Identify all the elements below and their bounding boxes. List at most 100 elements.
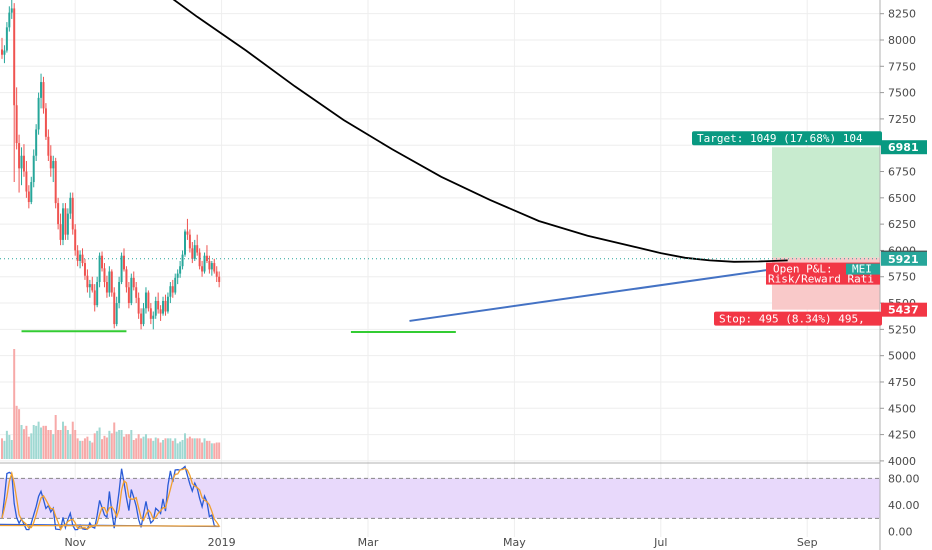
candle-body[interactable] (47, 136, 50, 156)
candle-body[interactable] (10, 8, 13, 13)
candle-body[interactable] (181, 254, 184, 267)
candle-body[interactable] (25, 171, 28, 192)
candle-body[interactable] (98, 255, 101, 283)
candle-body[interactable] (91, 284, 94, 291)
candle-body[interactable] (179, 266, 182, 274)
candle-body[interactable] (42, 82, 45, 109)
candle-body[interactable] (174, 277, 177, 293)
oscillator-d-line[interactable] (0, 467, 221, 531)
candle-body[interactable] (44, 108, 47, 137)
candle-body[interactable] (142, 308, 145, 325)
candle-body[interactable] (203, 255, 206, 272)
candle-body[interactable] (40, 82, 43, 98)
candle-body[interactable] (218, 276, 221, 283)
candle-body[interactable] (149, 308, 152, 319)
candle-body[interactable] (71, 197, 74, 230)
candle-body[interactable] (32, 155, 35, 183)
candles[interactable] (0, 0, 221, 330)
candle-body[interactable] (176, 273, 179, 278)
candle-body[interactable] (18, 143, 21, 169)
candle-body[interactable] (35, 129, 38, 156)
candle-body[interactable] (127, 287, 130, 304)
trend-line[interactable] (409, 266, 788, 322)
candle-body[interactable] (215, 271, 218, 277)
candle-body[interactable] (22, 155, 25, 172)
stop-label[interactable]: Stop: 495 (8.34%) 495, (714, 311, 882, 326)
candle-body[interactable] (66, 213, 69, 235)
candle-body[interactable] (74, 229, 77, 251)
candle-body[interactable] (208, 260, 211, 270)
candle-body[interactable] (154, 300, 157, 316)
candle-body[interactable] (105, 282, 108, 293)
candle-body[interactable] (20, 155, 23, 169)
candle-body[interactable] (123, 255, 125, 270)
candle-body[interactable] (103, 268, 106, 283)
candle-body[interactable] (37, 97, 40, 130)
candle-body[interactable] (198, 252, 201, 267)
candle-body[interactable] (110, 271, 113, 293)
candle-body[interactable] (8, 12, 11, 28)
candle-body[interactable] (5, 27, 8, 51)
candle-body[interactable] (205, 255, 208, 261)
profit-zone[interactable] (772, 147, 880, 258)
candle-body[interactable] (52, 160, 55, 169)
candle-body[interactable] (54, 160, 57, 204)
candle-body[interactable] (1, 49, 3, 55)
candle-body[interactable] (184, 231, 186, 255)
candle-body[interactable] (27, 191, 30, 203)
candle-body[interactable] (130, 277, 133, 304)
candle-body[interactable] (115, 303, 118, 325)
target-label[interactable]: Target: 1049 (17.68%) 104 (692, 131, 882, 146)
candle-body[interactable] (62, 208, 64, 240)
candle-body[interactable] (196, 245, 199, 253)
candle-body[interactable] (88, 284, 91, 288)
candle-body[interactable] (147, 292, 150, 309)
candle-body[interactable] (83, 263, 86, 276)
candle-body[interactable] (86, 275, 89, 288)
candle-body[interactable] (93, 290, 96, 306)
candle-body[interactable] (186, 231, 189, 235)
oscillator-k-line[interactable] (0, 465, 220, 531)
candle-body[interactable] (3, 50, 6, 55)
candle-body[interactable] (30, 182, 33, 203)
candle-body[interactable] (15, 105, 18, 144)
candle-body[interactable] (188, 234, 191, 249)
candle-body[interactable] (59, 224, 62, 240)
candle-body[interactable] (201, 266, 204, 272)
candle-body[interactable] (169, 286, 172, 297)
price-axis[interactable]: 8250800077507500725070006750650062506000… (880, 8, 916, 468)
candle-body[interactable] (162, 300, 165, 314)
open-pnl-label[interactable]: Open P&L: MEI Risk/Reward Rati (766, 262, 880, 286)
candle-body[interactable] (125, 269, 128, 288)
candle-body[interactable] (118, 282, 121, 304)
candle-body[interactable] (210, 263, 213, 270)
candle-body[interactable] (57, 203, 60, 225)
candle-body[interactable] (157, 300, 160, 310)
candle-body[interactable] (79, 254, 82, 261)
candle-body[interactable] (64, 208, 67, 235)
candle-body[interactable] (49, 155, 52, 169)
time-axis[interactable]: Nov2019MarMayJulSepNov (64, 536, 932, 549)
candle-body[interactable] (120, 255, 123, 283)
candle-body[interactable] (69, 197, 72, 214)
candle-body[interactable] (213, 263, 216, 272)
candle-body[interactable] (140, 313, 143, 325)
candle-body[interactable] (191, 248, 194, 259)
candle-body[interactable] (108, 271, 111, 293)
candle-body[interactable] (101, 255, 104, 269)
candle-body[interactable] (159, 309, 162, 314)
candle-body[interactable] (132, 277, 135, 288)
candle-body[interactable] (166, 296, 169, 312)
candle-body[interactable] (113, 292, 116, 325)
moving-average-line[interactable] (2, 0, 788, 263)
candle-body[interactable] (135, 287, 138, 298)
candle-body[interactable] (144, 292, 147, 309)
candle-body[interactable] (76, 250, 79, 261)
oscillator-axis[interactable]: 80.00 40.00 0.00 (888, 472, 920, 538)
candle-body[interactable] (164, 300, 167, 312)
candle-body[interactable] (81, 254, 84, 264)
candle-body[interactable] (193, 245, 196, 259)
candle-body[interactable] (171, 286, 174, 293)
candle-body[interactable] (152, 315, 155, 319)
